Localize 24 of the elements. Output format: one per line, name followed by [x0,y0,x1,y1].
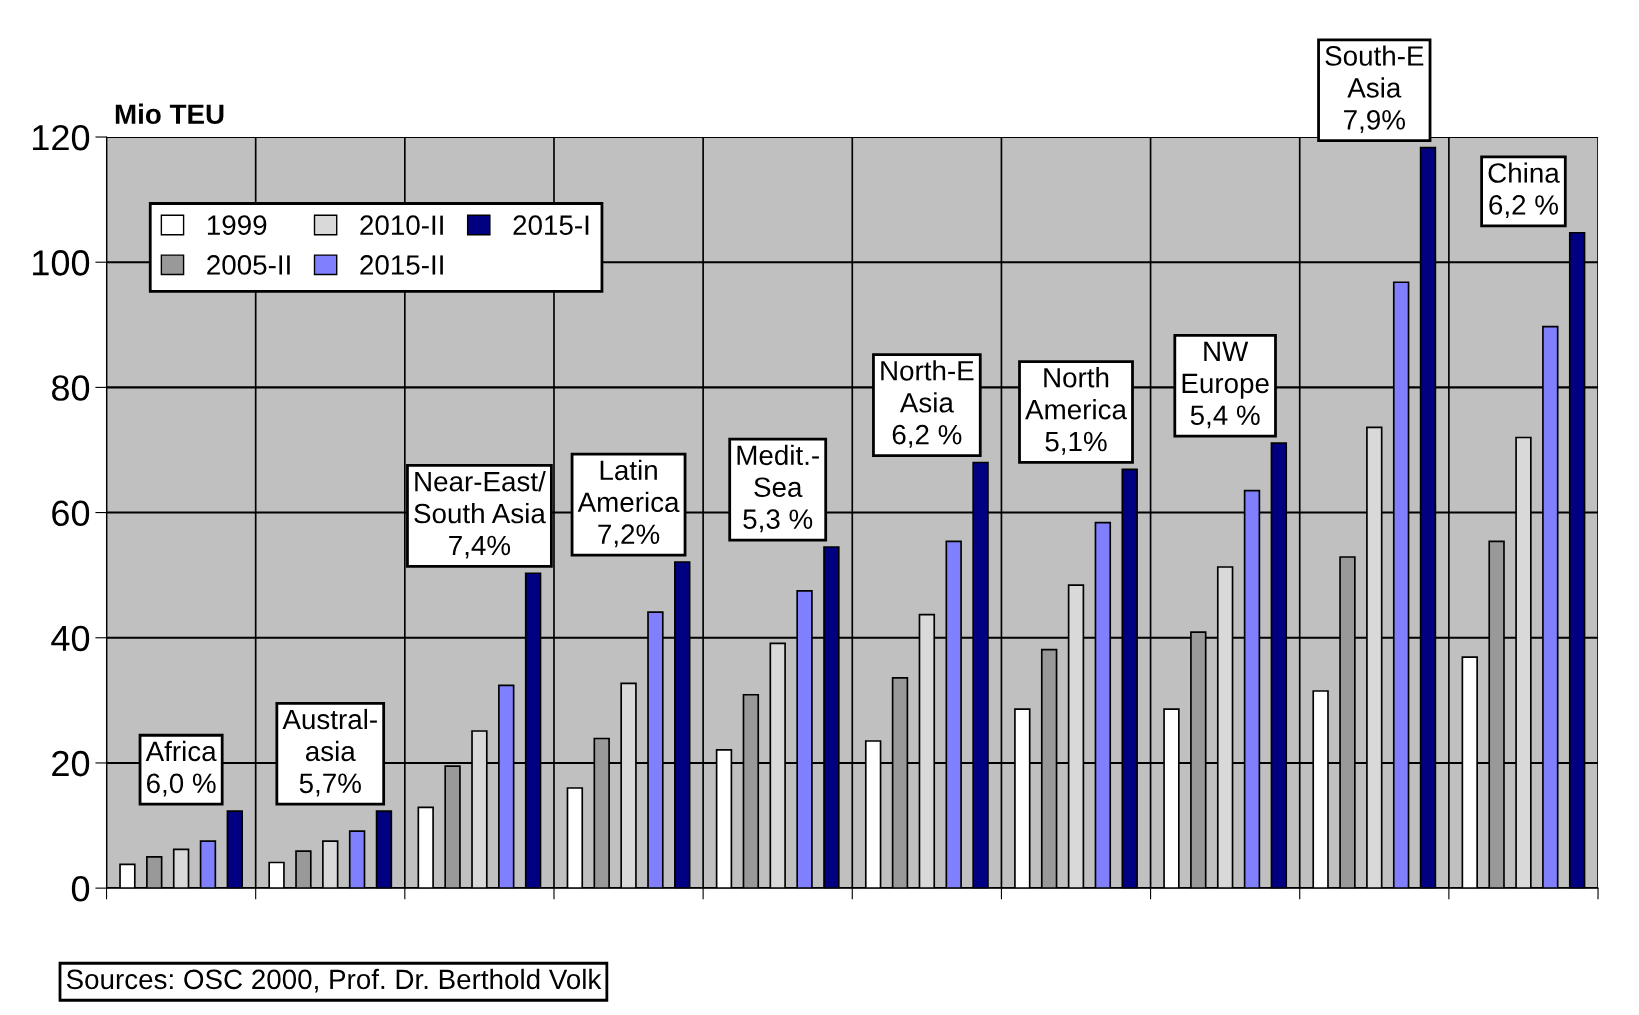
x-tick-label: North-E Asia 6,2 % [881,360,974,448]
x-tick-label: North America 5,1% [1025,367,1127,455]
y-tick-label: 120 [33,124,90,151]
y-tick-label: 0 [71,875,90,902]
legend-label: 2015-I [513,215,589,236]
legend-label: 2005-II [207,255,290,275]
x-tick-label: Africa 6,0 % [145,740,217,797]
legend-label: 1999 [207,215,267,236]
legend-label: 2015-II [360,255,443,275]
y-tick-label: 80 [51,375,90,401]
x-tick-label: Latin America 7,2% [577,459,680,548]
y-tick-label: 40 [51,625,90,652]
y-tick-label: 20 [52,750,90,777]
x-tick-label: NW Europe 5,4 % [1182,341,1269,429]
x-tick-label: Austral- asia 5,7% [282,708,377,797]
y-axis-title: Mio TEU [115,103,224,125]
y-tick-label: 60 [52,500,90,527]
x-tick-label: South-E Asia 7,9% [1325,45,1424,133]
x-tick-label: Medit.- Sea 5,3 % [737,444,819,533]
legend-label: 2010-II [360,215,443,236]
y-tick-label: 100 [33,250,90,276]
x-tick-label: China 6,2 % [1488,162,1560,219]
x-tick-label: Near-East/ South Asia 7,4% [414,471,546,559]
source-note: Sources: OSC 2000, Prof. Dr. Berthold Volk [66,968,602,993]
